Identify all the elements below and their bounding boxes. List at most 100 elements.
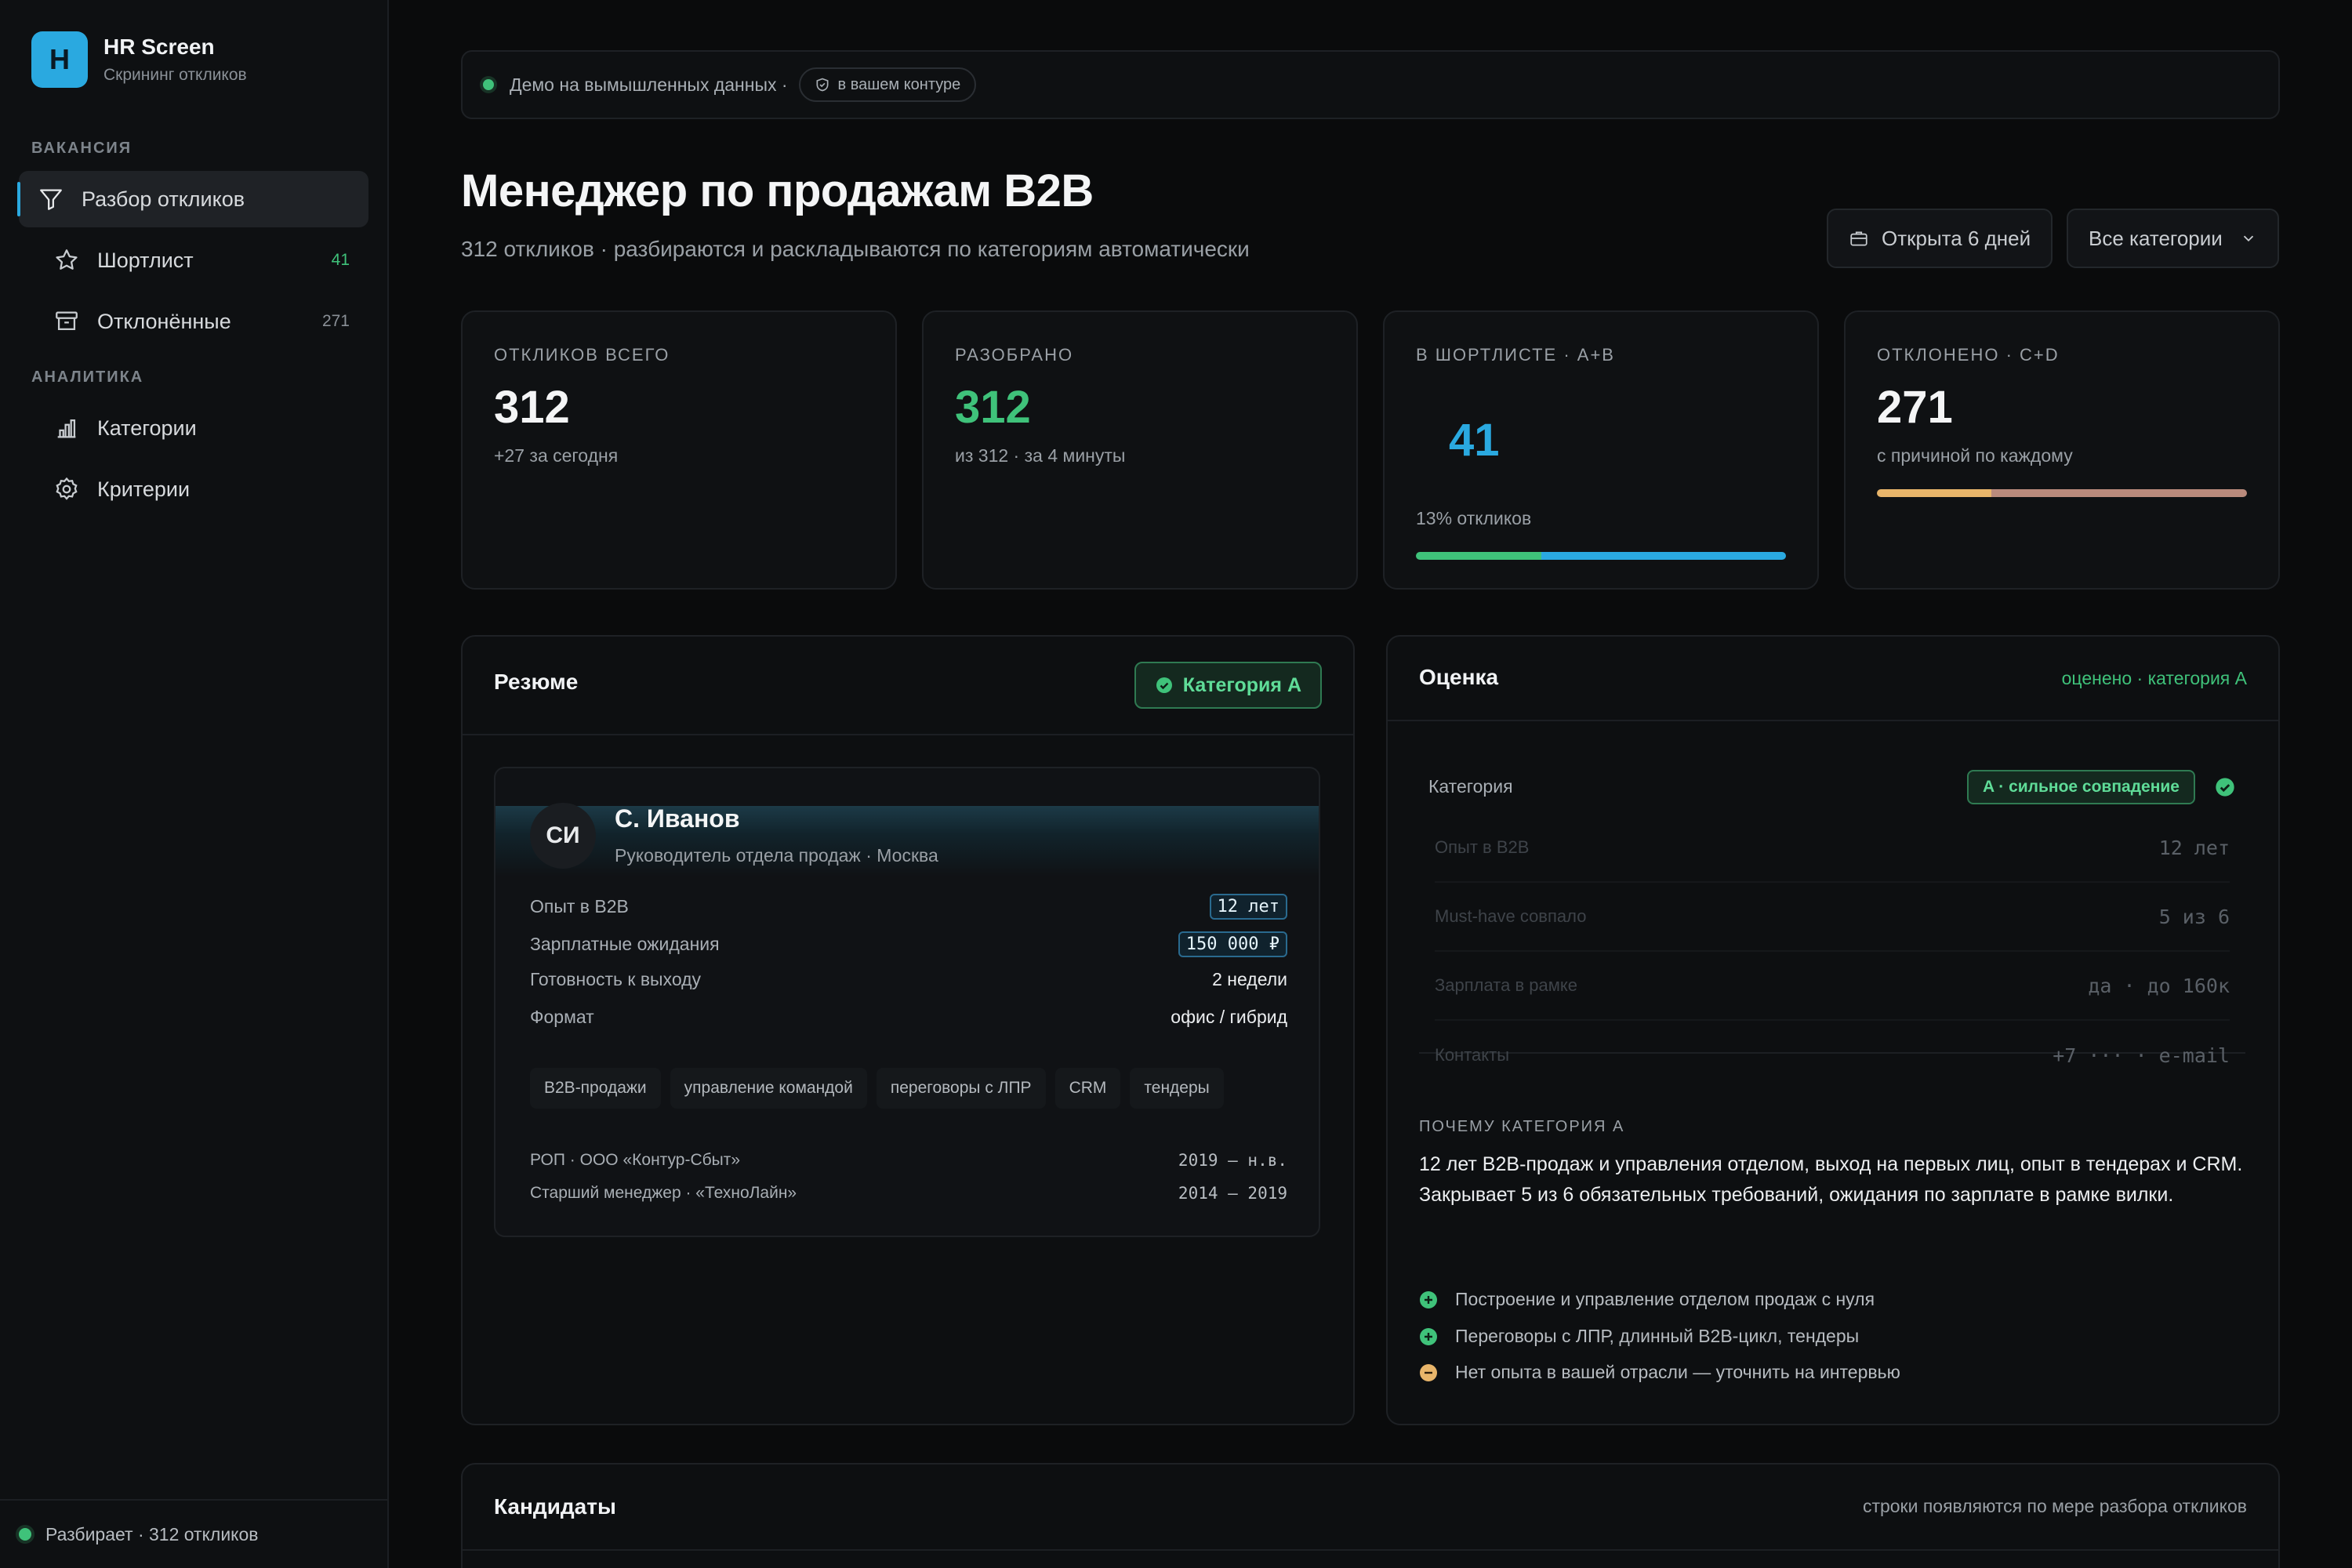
evaluation-key: Зарплата в рамке <box>1435 975 1577 995</box>
stat-card-rejected: ОТКЛОНЕНО · C+D 271 с причиной по каждом… <box>1844 310 2280 590</box>
evaluation-key: Опыт в B2B <box>1435 837 1530 857</box>
candidate-role: Руководитель отдела продаж · Москва <box>615 845 938 866</box>
stat-note: с причиной по каждому <box>1877 445 2073 466</box>
stat-value: 312 <box>955 382 1031 433</box>
resume-field: Опыт в B2B 12 лет <box>530 894 1287 920</box>
rejected-count: 271 <box>321 312 350 330</box>
page-title: Менеджер по продажам B2B <box>461 165 1094 216</box>
reason-text: Переговоры с ЛПР, длинный B2B-цикл, тенд… <box>1455 1326 1860 1346</box>
avatar: СИ <box>530 803 596 869</box>
field-value: 2 недели <box>1212 969 1287 989</box>
field-value: 12 лет <box>1209 894 1287 920</box>
sidebar-item-review[interactable]: Разбор откликов <box>17 171 368 227</box>
skill-tag: управление командой <box>670 1068 867 1109</box>
reason-item: Переговоры с ЛПР, длинный B2B-цикл, тенд… <box>1419 1326 1859 1347</box>
stat-label: В ШОРТЛИСТЕ · A+B <box>1416 345 1615 365</box>
brand[interactable]: H HR Screen Скрининг откликов <box>31 31 247 88</box>
open-days-button[interactable]: Открыта 6 дней <box>1827 209 2053 268</box>
plus-circle-icon <box>1420 1327 1437 1345</box>
skill-tag: тендеры <box>1130 1068 1224 1109</box>
resume-field: Зарплатные ожидания 150 000 ₽ <box>530 931 1287 957</box>
divider <box>463 734 1353 735</box>
field-label: Зарплатные ожидания <box>530 934 720 954</box>
sidebar-item-label: Категории <box>97 416 197 440</box>
evaluation-key: Контакты <box>1435 1045 1510 1065</box>
job-years: 2014 — 2019 <box>1178 1184 1287 1203</box>
candidates-subtitle: строки появляются по мере разбора отклик… <box>1862 1496 2247 1516</box>
section-analytics: АНАЛИТИКА <box>31 368 144 386</box>
field-label: Готовность к выходу <box>530 969 702 989</box>
check-circle-icon <box>2216 777 2234 797</box>
stat-value: 41 <box>1449 415 1500 466</box>
stat-value: 271 <box>1877 382 1953 433</box>
skill-tag: переговоры с ЛПР <box>876 1068 1046 1109</box>
evaluation-value: 12 лет <box>2158 836 2230 859</box>
evaluation-value: да · до 160к <box>2088 974 2230 997</box>
filter-icon <box>40 189 62 210</box>
job-place: Старший менеджер · «ТехноЛайн» <box>530 1184 797 1202</box>
evaluation-panel: Оценка оценено · категория A Категория A… <box>1386 635 2280 1425</box>
field-label: Опыт в B2B <box>530 896 629 916</box>
resume-field: Формат офис / гибрид <box>530 1007 1287 1028</box>
sidebar-item-rejected[interactable]: Отклонённые 271 <box>19 293 368 350</box>
sidebar-item-shortlist[interactable]: Шортлист 41 <box>19 232 368 289</box>
evaluation-category-row: Категория A · сильное совпадение <box>1428 769 2236 804</box>
evaluation-row: Must-have совпало 5 из 6 <box>1435 883 2230 952</box>
resume-panel-title: Резюме <box>494 670 579 694</box>
bar-segment-b <box>1541 552 1786 560</box>
archive-icon <box>56 311 78 331</box>
job-entry: РОП · ООО «Контур-Сбыт» 2019 — н.в. <box>530 1151 1287 1170</box>
briefcase-icon <box>1850 231 1867 246</box>
brand-logo: H <box>31 31 88 88</box>
stat-card-total: ОТКЛИКОВ ВСЕГО 312 +27 за сегодня <box>461 310 897 590</box>
job-entry: Старший менеджер · «ТехноЛайн» 2014 — 20… <box>530 1184 1287 1203</box>
evaluation-row: Зарплата в рамке да · до 160к <box>1435 952 2230 1021</box>
why-text: 12 лет B2B-продаж и управления отделом, … <box>1419 1153 2243 1206</box>
stat-label: ОТКЛИКОВ ВСЕГО <box>494 345 670 365</box>
field-label: Формат <box>530 1007 594 1027</box>
reason-item: Нет опыта в вашей отрасли — уточнить на … <box>1419 1362 1900 1383</box>
evaluation-key: Must-have совпало <box>1435 906 1587 926</box>
candidates-panel-title: Кандидаты <box>494 1494 616 1519</box>
divider <box>1388 720 2278 721</box>
bar-segment-d <box>1991 489 2247 497</box>
category-badge[interactable]: Категория A <box>1134 662 1322 709</box>
category-filter-dropdown[interactable]: Все категории <box>2067 209 2279 268</box>
resume-panel: Резюме Категория A СИ С. Иванов Руководи… <box>461 635 1355 1425</box>
demo-banner: Демо на вымышленных данных · в вашем кон… <box>461 50 2280 119</box>
secure-contour-pill: в вашем контуре <box>798 67 977 102</box>
stat-value: 312 <box>494 382 570 433</box>
shield-icon <box>816 78 829 92</box>
evaluation-value: 5 из 6 <box>2158 905 2230 928</box>
evaluation-details: Категория A · сильное совпадение Опыт в … <box>1419 756 2245 1067</box>
status-dot <box>483 79 494 90</box>
stat-label: РАЗОБРАНО <box>955 345 1074 365</box>
stat-card-shortlist: В ШОРТЛИСТЕ · A+B 41 13% откликов <box>1383 310 1819 590</box>
skills-list: B2B-продажи управление командой перегово… <box>530 1068 1224 1109</box>
bar-chart-icon <box>57 419 76 438</box>
why-label: ПОЧЕМУ КАТЕГОРИЯ A <box>1419 1118 1625 1135</box>
job-place: РОП · ООО «Контур-Сбыт» <box>530 1151 741 1169</box>
stat-note: из 312 · за 4 минуты <box>955 445 1126 466</box>
brand-title: HR Screen <box>103 34 215 59</box>
bar-segment-a <box>1416 552 1542 560</box>
processing-status: Разбирает · 312 откликов <box>0 1499 389 1568</box>
skill-tag: B2B-продажи <box>530 1068 661 1109</box>
demo-text: Демо на вымышленных данных · <box>510 74 788 95</box>
category-match-pill: A · сильное совпадение <box>1967 769 2195 804</box>
sidebar-item-label: Разбор откликов <box>82 187 245 211</box>
resume-header-band <box>495 806 1319 877</box>
shortlist-count: 41 <box>331 251 350 269</box>
reason-text: Построение и управление отделом продаж с… <box>1455 1289 1875 1309</box>
sidebar: H HR Screen Скрининг откликов ВАКАНСИЯ Р… <box>0 0 389 1568</box>
plus-circle-icon <box>1420 1290 1437 1308</box>
evaluation-row: Контакты +7 ··· · e-mail <box>1435 1021 2230 1090</box>
evaluation-status: оценено · категория A <box>2061 668 2247 688</box>
sidebar-item-categories[interactable]: Категории <box>19 400 368 456</box>
category-badge-label: Категория A <box>1182 673 1301 696</box>
sidebar-item-criteria[interactable]: Критерии <box>19 461 368 517</box>
sidebar-item-label: Критерии <box>97 477 191 501</box>
check-circle-icon <box>1156 677 1172 693</box>
evaluation-value: +7 ··· · e-mail <box>2053 1044 2230 1067</box>
candidates-panel: Кандидаты строки появляются по мере разб… <box>461 1463 2280 1568</box>
